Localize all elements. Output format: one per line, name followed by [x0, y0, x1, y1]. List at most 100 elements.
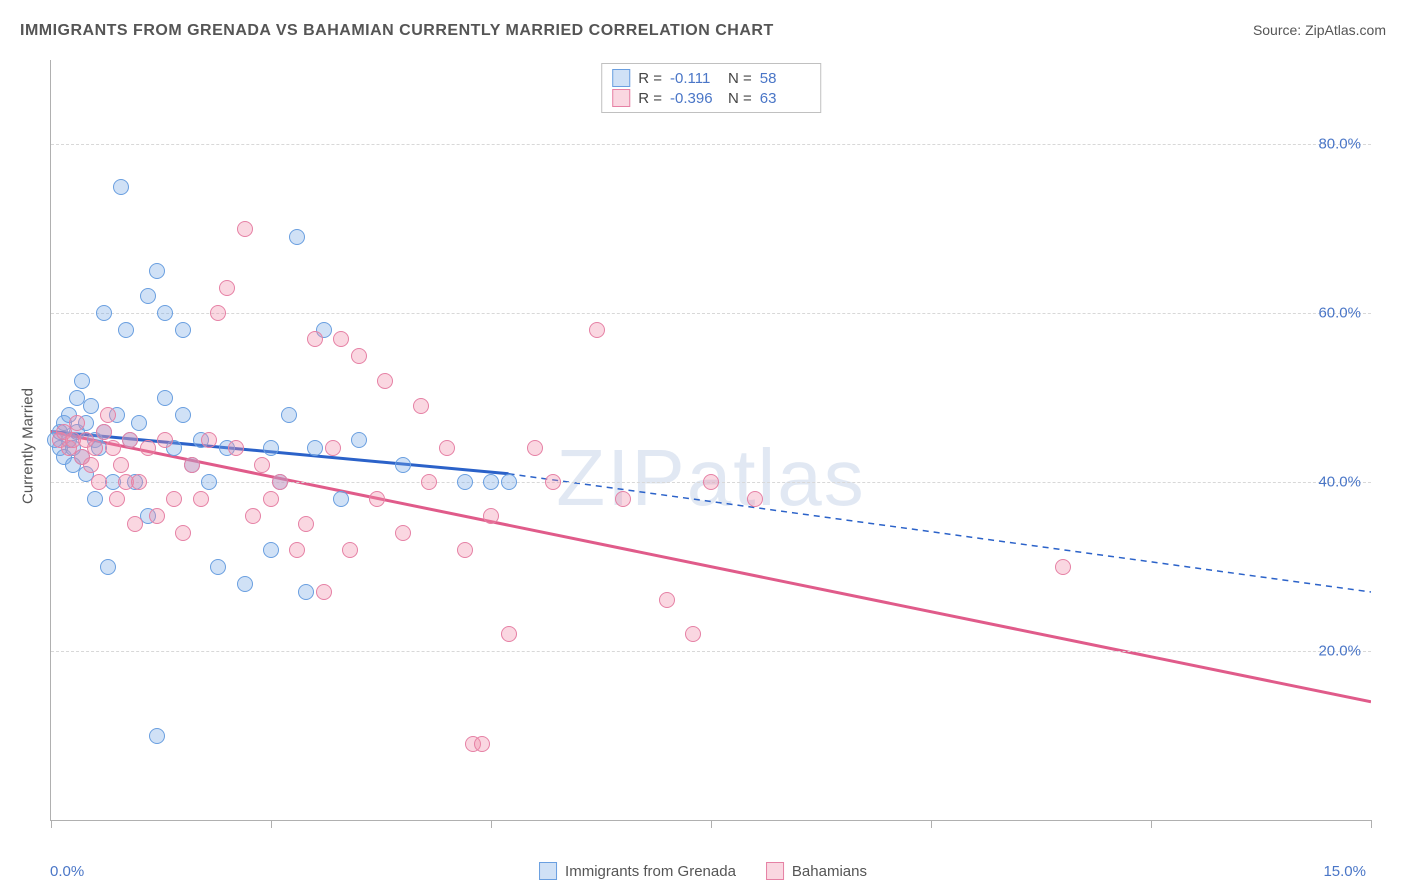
scatter-point [69, 415, 85, 431]
scatter-point [457, 542, 473, 558]
legend-swatch [766, 862, 784, 880]
scatter-point [298, 516, 314, 532]
scatter-point [157, 432, 173, 448]
trend-line-dashed [509, 474, 1371, 592]
scatter-point [201, 432, 217, 448]
n-label: N = [728, 70, 752, 87]
scatter-point [83, 398, 99, 414]
scatter-point [501, 474, 517, 490]
legend-stat-row: R =-0.111N =58 [612, 68, 810, 88]
gridline [51, 144, 1371, 145]
scatter-point [413, 398, 429, 414]
scatter-point [333, 331, 349, 347]
scatter-point [140, 440, 156, 456]
scatter-point [307, 440, 323, 456]
scatter-point [659, 592, 675, 608]
y-tick-label: 60.0% [1318, 305, 1361, 322]
gridline [51, 651, 1371, 652]
legend-item: Bahamians [766, 862, 867, 880]
scatter-point [474, 736, 490, 752]
x-tick [51, 820, 52, 828]
scatter-point [100, 407, 116, 423]
legend-swatch [612, 69, 630, 87]
x-tick [271, 820, 272, 828]
scatter-point [237, 221, 253, 237]
scatter-point [237, 576, 253, 592]
scatter-point [615, 491, 631, 507]
scatter-point [228, 440, 244, 456]
scatter-point [369, 491, 385, 507]
y-axis-title: Currently Married [20, 388, 37, 504]
scatter-point [685, 626, 701, 642]
scatter-point [127, 516, 143, 532]
scatter-point [113, 457, 129, 473]
scatter-point [149, 508, 165, 524]
scatter-point [377, 373, 393, 389]
scatter-point [210, 305, 226, 321]
y-tick-label: 20.0% [1318, 643, 1361, 660]
scatter-point [589, 322, 605, 338]
scatter-point [501, 626, 517, 642]
scatter-point [289, 542, 305, 558]
scatter-point [131, 474, 147, 490]
scatter-point [245, 508, 261, 524]
scatter-point [201, 474, 217, 490]
scatter-point [272, 474, 288, 490]
scatter-point [83, 457, 99, 473]
scatter-point [263, 491, 279, 507]
scatter-point [333, 491, 349, 507]
x-tick [1151, 820, 1152, 828]
legend-swatch [612, 89, 630, 107]
legend-stat-row: R =-0.396N =63 [612, 88, 810, 108]
scatter-point [263, 440, 279, 456]
scatter-point [157, 390, 173, 406]
scatter-point [122, 432, 138, 448]
scatter-point [395, 457, 411, 473]
scatter-point [131, 415, 147, 431]
x-tick [711, 820, 712, 828]
scatter-point [175, 407, 191, 423]
r-value: -0.396 [670, 90, 720, 107]
scatter-point [210, 559, 226, 575]
scatter-point [254, 457, 270, 473]
legend-swatch [539, 862, 557, 880]
n-value: 58 [760, 70, 810, 87]
scatter-point [1055, 559, 1071, 575]
watermark-bold: ZIP [556, 433, 686, 522]
x-tick [491, 820, 492, 828]
scatter-point [351, 432, 367, 448]
scatter-point [395, 525, 411, 541]
scatter-point [527, 440, 543, 456]
legend-label: Immigrants from Grenada [565, 863, 736, 880]
scatter-point [175, 525, 191, 541]
scatter-point [325, 440, 341, 456]
legend-stats: R =-0.111N =58R =-0.396N =63 [601, 63, 821, 113]
trend-lines-svg [51, 60, 1371, 820]
scatter-point [281, 407, 297, 423]
scatter-point [747, 491, 763, 507]
scatter-point [483, 474, 499, 490]
scatter-point [421, 474, 437, 490]
scatter-point [184, 457, 200, 473]
chart-title: IMMIGRANTS FROM GRENADA VS BAHAMIAN CURR… [20, 22, 774, 40]
scatter-point [545, 474, 561, 490]
scatter-point [166, 491, 182, 507]
r-label: R = [638, 90, 662, 107]
scatter-point [113, 179, 129, 195]
x-axis-min-label: 0.0% [50, 863, 84, 880]
scatter-point [342, 542, 358, 558]
scatter-point [118, 322, 134, 338]
scatter-point [87, 440, 103, 456]
scatter-point [483, 508, 499, 524]
n-value: 63 [760, 90, 810, 107]
x-tick [1371, 820, 1372, 828]
r-value: -0.111 [670, 70, 720, 87]
legend-label: Bahamians [792, 863, 867, 880]
x-tick [931, 820, 932, 828]
x-axis-max-label: 15.0% [1323, 863, 1366, 880]
scatter-point [105, 440, 121, 456]
scatter-point [298, 584, 314, 600]
legend-item: Immigrants from Grenada [539, 862, 736, 880]
scatter-point [289, 229, 305, 245]
scatter-point [703, 474, 719, 490]
